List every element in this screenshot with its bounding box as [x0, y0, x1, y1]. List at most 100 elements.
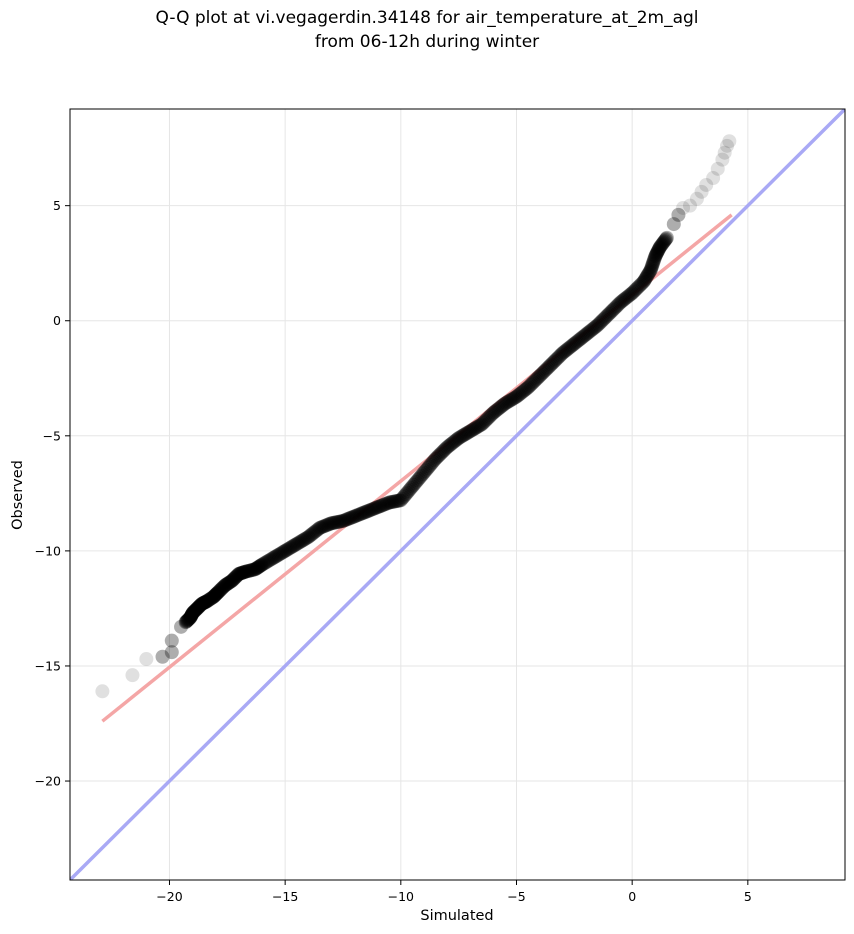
data-point [211, 584, 226, 599]
data-point [196, 595, 211, 610]
data-point [443, 437, 458, 452]
data-point [184, 608, 199, 623]
data-point [305, 527, 320, 542]
data-point [284, 540, 299, 555]
data-point [636, 274, 651, 289]
data-point [423, 457, 438, 472]
data-point [339, 512, 354, 527]
data-point [164, 645, 179, 660]
data-point [248, 562, 263, 577]
data-point [530, 371, 545, 386]
data-point [404, 480, 419, 495]
data-point [188, 602, 203, 617]
data-point [600, 308, 615, 323]
data-point [437, 442, 452, 457]
data-point [184, 607, 199, 622]
data-point [254, 558, 269, 573]
data-point [315, 519, 330, 534]
data-point [197, 595, 212, 610]
data-point [201, 593, 216, 608]
data-point [226, 572, 241, 587]
data-point [651, 243, 666, 258]
data-point [582, 324, 597, 339]
data-point [659, 230, 674, 245]
data-point [447, 434, 462, 449]
data-point [229, 569, 244, 584]
data-point [179, 614, 194, 629]
data-point [252, 559, 267, 574]
data-point [472, 418, 487, 433]
data-point [180, 613, 195, 628]
data-point [191, 600, 206, 615]
data-point [294, 533, 309, 548]
data-point [276, 544, 291, 559]
data-point [559, 342, 574, 357]
data-point [238, 564, 253, 579]
data-point [640, 268, 655, 283]
data-point [205, 590, 220, 605]
data-point [155, 649, 170, 664]
data-point [192, 599, 207, 614]
data-point [230, 568, 245, 583]
data-point [352, 507, 367, 522]
data-point [720, 138, 735, 153]
data-point [576, 329, 591, 344]
data-point [604, 304, 619, 319]
data-point [581, 325, 596, 340]
data-point [584, 323, 599, 338]
data-point [434, 445, 449, 460]
data-point [198, 595, 213, 610]
data-point [234, 565, 249, 580]
data-point [302, 529, 317, 544]
plot-frame [69, 108, 846, 881]
data-point [201, 592, 216, 607]
data-point [181, 612, 196, 627]
data-point [518, 382, 533, 397]
data-point [368, 501, 383, 516]
identity-line [70, 109, 845, 880]
data-point [233, 566, 248, 581]
data-point [335, 513, 350, 528]
data-point [717, 145, 732, 160]
data-point [397, 488, 412, 503]
data-point [406, 477, 421, 492]
data-point [248, 561, 263, 576]
data-point [617, 292, 632, 307]
data-point [580, 326, 595, 341]
data-point [541, 360, 556, 375]
data-point [449, 433, 464, 448]
data-point [614, 294, 629, 309]
data-point [699, 177, 714, 192]
data-point [710, 161, 725, 176]
data-point [242, 563, 257, 578]
data-point [380, 496, 395, 511]
data-point [445, 436, 460, 451]
data-point [648, 249, 663, 264]
data-point [422, 459, 437, 474]
data-point [342, 511, 357, 526]
y-tick-label: −20 [35, 774, 61, 789]
data-point [500, 395, 515, 410]
data-point [195, 596, 210, 611]
data-point [545, 356, 560, 371]
data-point [618, 291, 633, 306]
data-point [183, 609, 198, 624]
data-point [546, 354, 561, 369]
data-point [450, 432, 465, 447]
data-point [206, 589, 221, 604]
data-point [653, 239, 668, 254]
data-point [650, 244, 665, 259]
data-point [346, 509, 361, 524]
data-point [316, 519, 331, 534]
data-point [474, 417, 489, 432]
data-point [573, 331, 588, 346]
data-point [227, 571, 242, 586]
data-point [505, 391, 520, 406]
data-point [626, 284, 641, 299]
data-point [555, 345, 570, 360]
x-tick-label: −15 [272, 889, 298, 904]
data-point [375, 498, 390, 513]
data-point [255, 557, 270, 572]
data-point [218, 577, 233, 592]
